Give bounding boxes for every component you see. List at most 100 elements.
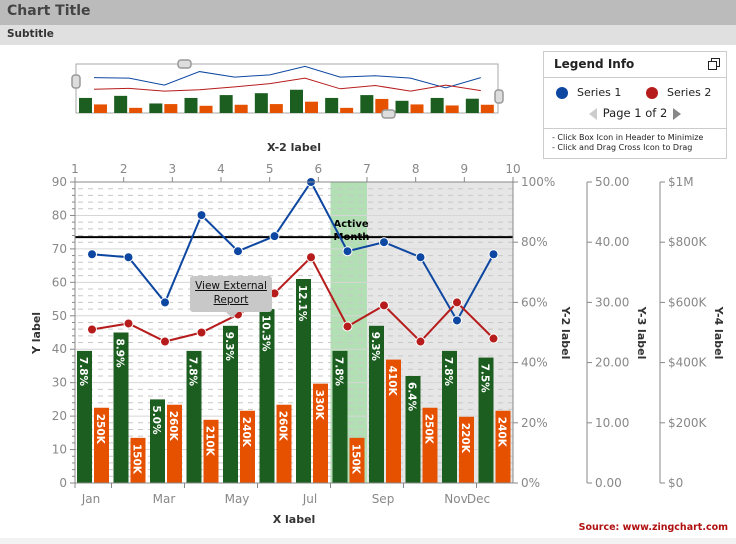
bar-value-label: 250K [94,414,106,445]
restore-window-icon[interactable] [708,58,720,70]
bar [296,278,311,483]
preview-bottom-handle[interactable] [381,109,396,119]
series-point [379,300,389,311]
series-point [452,297,462,308]
bar-value-label: 7.8% [187,357,199,387]
preview-bar [395,100,409,113]
preview-bar [79,97,92,113]
next-page-icon[interactable] [673,107,682,120]
tooltip-line-2: Report [213,294,249,306]
bar-value-label: 12.1% [296,285,308,322]
y2-tick-label: 60% [521,295,548,309]
preview-bar [129,107,143,113]
x-tick-label: May [225,492,250,506]
bar [332,350,348,483]
x2-tick-label: 3 [169,162,177,176]
x2-tick-label: 10 [505,162,520,176]
bar [203,419,219,483]
series-point [196,210,207,221]
y3-tick-label: 20.00 [595,356,629,370]
y3-axis-title: Y-3 label [635,306,648,360]
y4-tick-label: $400K [668,356,708,370]
legend-note: - Click and Drag Cross Icon to Drag [552,143,693,152]
x-tick-label: Jul [302,492,317,506]
y2-tick-label: 40% [521,356,548,370]
preview-bar [360,95,374,113]
x2-tick-label: 8 [412,162,420,176]
y2-tick-label: 100% [521,175,555,189]
preview-left-handle[interactable] [71,74,81,89]
bar-value-label: 220K [459,423,471,454]
preview-bar [254,93,268,113]
bar [495,410,511,483]
y3-tick-label: 40.00 [595,235,629,249]
x2-tick-label: 1 [71,162,79,176]
chart-title: Chart Title [7,3,91,19]
x-tick-label: Jan [81,492,101,506]
legend-item-series-2[interactable]: Series 2 [646,86,711,99]
tooltip-line-1: View External [195,280,267,292]
x-tick-label: Dec [467,492,490,506]
preview-bar [184,97,198,113]
legend-item-label: Series 2 [667,86,712,99]
preview-right-handle[interactable] [494,89,504,104]
bar-value-label: 150K [131,444,143,475]
y-tick-label: 90 [52,175,67,189]
series-point [196,327,207,338]
x2-tick-label: 2 [120,162,128,176]
y-tick-label: 0 [59,476,67,490]
y2-axis-title: Y-2 label [559,306,572,360]
series-line [91,255,495,343]
x-tick-label: Sep [372,492,395,506]
preview-line [93,65,481,89]
preview-top-handle[interactable] [177,59,192,69]
series-point [342,321,353,332]
preview-bar [410,104,424,113]
y-tick-label: 30 [52,376,67,390]
active-month-label-line: Active [334,219,369,230]
preview-bar [164,104,178,113]
x2-tick-label: 7 [363,162,371,176]
y3-tick-label: 10.00 [595,416,629,430]
preview-bar [269,104,283,113]
legend-header[interactable]: Legend Info [544,52,726,78]
bar-value-label: 240K [496,417,508,448]
series-2-marker-icon [646,86,658,99]
view-external-report-link[interactable]: View External Report [190,276,272,318]
y3-tick-label: 50.00 [595,175,629,189]
series-point [488,333,499,344]
preview-bar [290,89,303,113]
legend-panel[interactable]: Legend Info Series 1 Series 2 Page 1 of … [543,51,727,159]
bar [349,437,365,483]
bar-value-label: 7.8% [333,357,345,387]
bar-value-label: 9.3% [223,332,235,362]
y-tick-label: 20 [52,409,67,423]
y-tick-label: 50 [52,309,67,323]
x2-axis-title: X-2 label [267,141,321,154]
bar [167,404,182,483]
bar-value-label: 330K [313,390,325,421]
bar [186,350,202,483]
series-point [269,231,280,242]
bar [313,383,328,483]
legend-item-label: Series 1 [577,86,622,99]
preview-bar [199,105,213,113]
series-point [123,252,134,263]
legend-item-series-1[interactable]: Series 1 [556,86,621,99]
x-axis-title: X label [273,513,316,526]
bar [259,309,275,483]
bar [386,359,401,483]
x-tick-label: Mar [153,492,176,506]
legend-page-text: Page 1 of 2 [602,106,668,120]
series-point [415,252,426,263]
preview-bar [465,98,479,113]
bar-value-label: 9.3% [369,332,381,362]
bar [223,325,238,483]
preview-bar [480,104,494,113]
previous-page-icon[interactable] [588,107,597,120]
preview-bar [94,104,107,113]
y4-axis-title: Y-4 label [712,306,725,360]
x-tick-label: Nov [444,492,467,506]
bar-value-label: 250K [423,414,435,445]
